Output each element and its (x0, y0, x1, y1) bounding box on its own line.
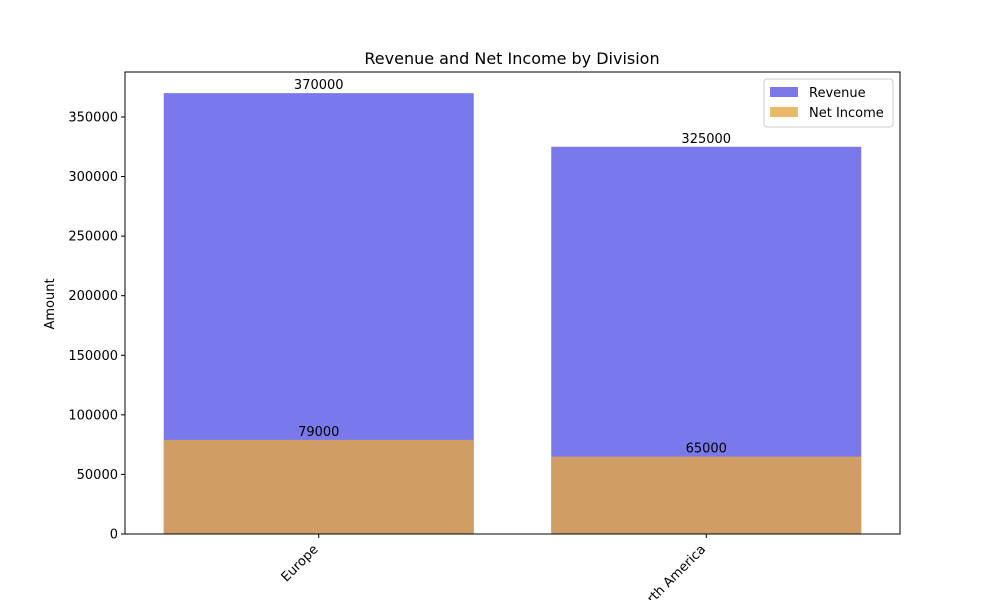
net-income-data-label: 79000 (298, 425, 339, 440)
data-labels-layer: 370000 325000 79000 65000 (294, 78, 731, 456)
revenue-legend-swatch (770, 87, 798, 97)
x-tick-label: Europe (279, 542, 322, 585)
chart-title: Revenue and Net Income by Division (364, 49, 659, 68)
y-axis-label: Amount (43, 278, 58, 329)
net-income-bar-north-america (551, 456, 862, 534)
revenue-data-label: 325000 (681, 132, 731, 147)
net-income-legend-label: Net Income (809, 106, 884, 121)
revenue-data-label: 370000 (294, 78, 344, 93)
y-tick-label: 350000 (68, 110, 118, 125)
y-tick-label: 300000 (68, 170, 118, 185)
net-income-legend-swatch (770, 107, 798, 117)
y-tick-label: 0 (110, 528, 118, 543)
y-tick-label: 50000 (77, 468, 118, 483)
y-tick-label: 150000 (68, 349, 118, 364)
net-income-data-label: 65000 (686, 442, 727, 457)
plot-frame (124, 71, 901, 535)
y-tick-label: 200000 (68, 289, 118, 304)
y-tick-label: 100000 (68, 408, 118, 423)
legend: Revenue Net Income (763, 78, 894, 128)
revenue-legend-label: Revenue (809, 86, 866, 101)
y-tick-label: 250000 (68, 230, 118, 245)
net-income-bar-europe (163, 439, 474, 534)
bars-layer (163, 93, 862, 535)
x-tick-label: North America (632, 542, 709, 600)
